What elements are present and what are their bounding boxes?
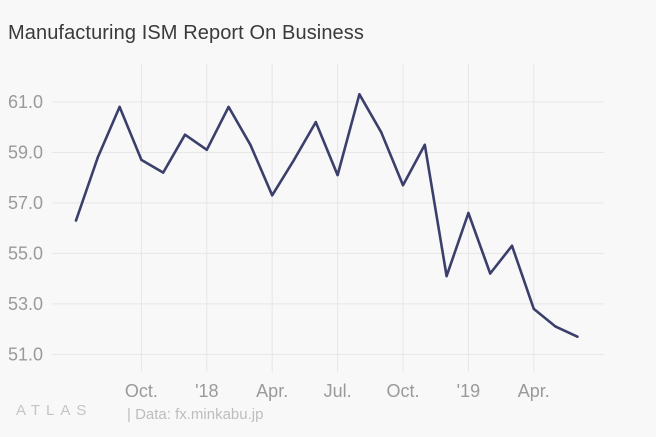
data-point	[292, 158, 296, 162]
grid-lines	[52, 64, 604, 372]
chart-title: Manufacturing ISM Report On Business	[8, 22, 364, 44]
y-tick-label: 57.0	[8, 193, 43, 213]
y-tick-label: 51.0	[8, 344, 43, 364]
data-point	[183, 133, 187, 136]
data-point	[227, 105, 230, 109]
x-tick-label: '18	[195, 381, 218, 401]
data-point	[576, 335, 579, 338]
y-axis-ticks: 61.0 59.0 57.0 55.0 53.0 51.0	[8, 92, 43, 364]
y-tick-label: 59.0	[8, 142, 43, 162]
x-tick-label: Oct.	[386, 381, 419, 401]
x-tick-label: Oct.	[125, 381, 158, 401]
data-point	[423, 143, 426, 146]
x-tick-label: Apr.	[256, 381, 288, 401]
data-point	[74, 219, 78, 222]
data-point	[271, 194, 274, 197]
data-source: | Data: fx.minkabu.jp	[127, 406, 264, 423]
data-point	[205, 148, 208, 152]
data-point	[249, 143, 252, 146]
data-point	[467, 211, 470, 215]
data-point	[96, 156, 100, 159]
data-point	[510, 244, 514, 247]
y-tick-label: 55.0	[8, 243, 43, 263]
data-point	[401, 183, 405, 187]
x-axis-ticks: Oct. '18 Apr. Jul. Oct. '19 Apr.	[125, 381, 550, 401]
data-point	[358, 93, 361, 96]
data-point	[140, 158, 143, 162]
data-point	[380, 130, 383, 134]
data-point	[489, 272, 492, 275]
data-point	[162, 171, 165, 174]
atlas-logo: ATLAS	[16, 402, 93, 419]
data-point	[445, 274, 448, 278]
y-tick-label: 53.0	[8, 294, 43, 314]
data-point	[314, 120, 317, 124]
x-tick-label: Apr.	[518, 381, 550, 401]
y-tick-label: 61.0	[8, 92, 43, 112]
data-point	[118, 105, 121, 109]
series-line	[74, 93, 579, 339]
data-point	[532, 307, 535, 311]
x-tick-label: Jul.	[324, 381, 352, 401]
data-point	[554, 325, 557, 328]
data-point	[336, 173, 339, 177]
x-tick-label: '19	[457, 381, 480, 401]
series-layer	[74, 93, 579, 339]
